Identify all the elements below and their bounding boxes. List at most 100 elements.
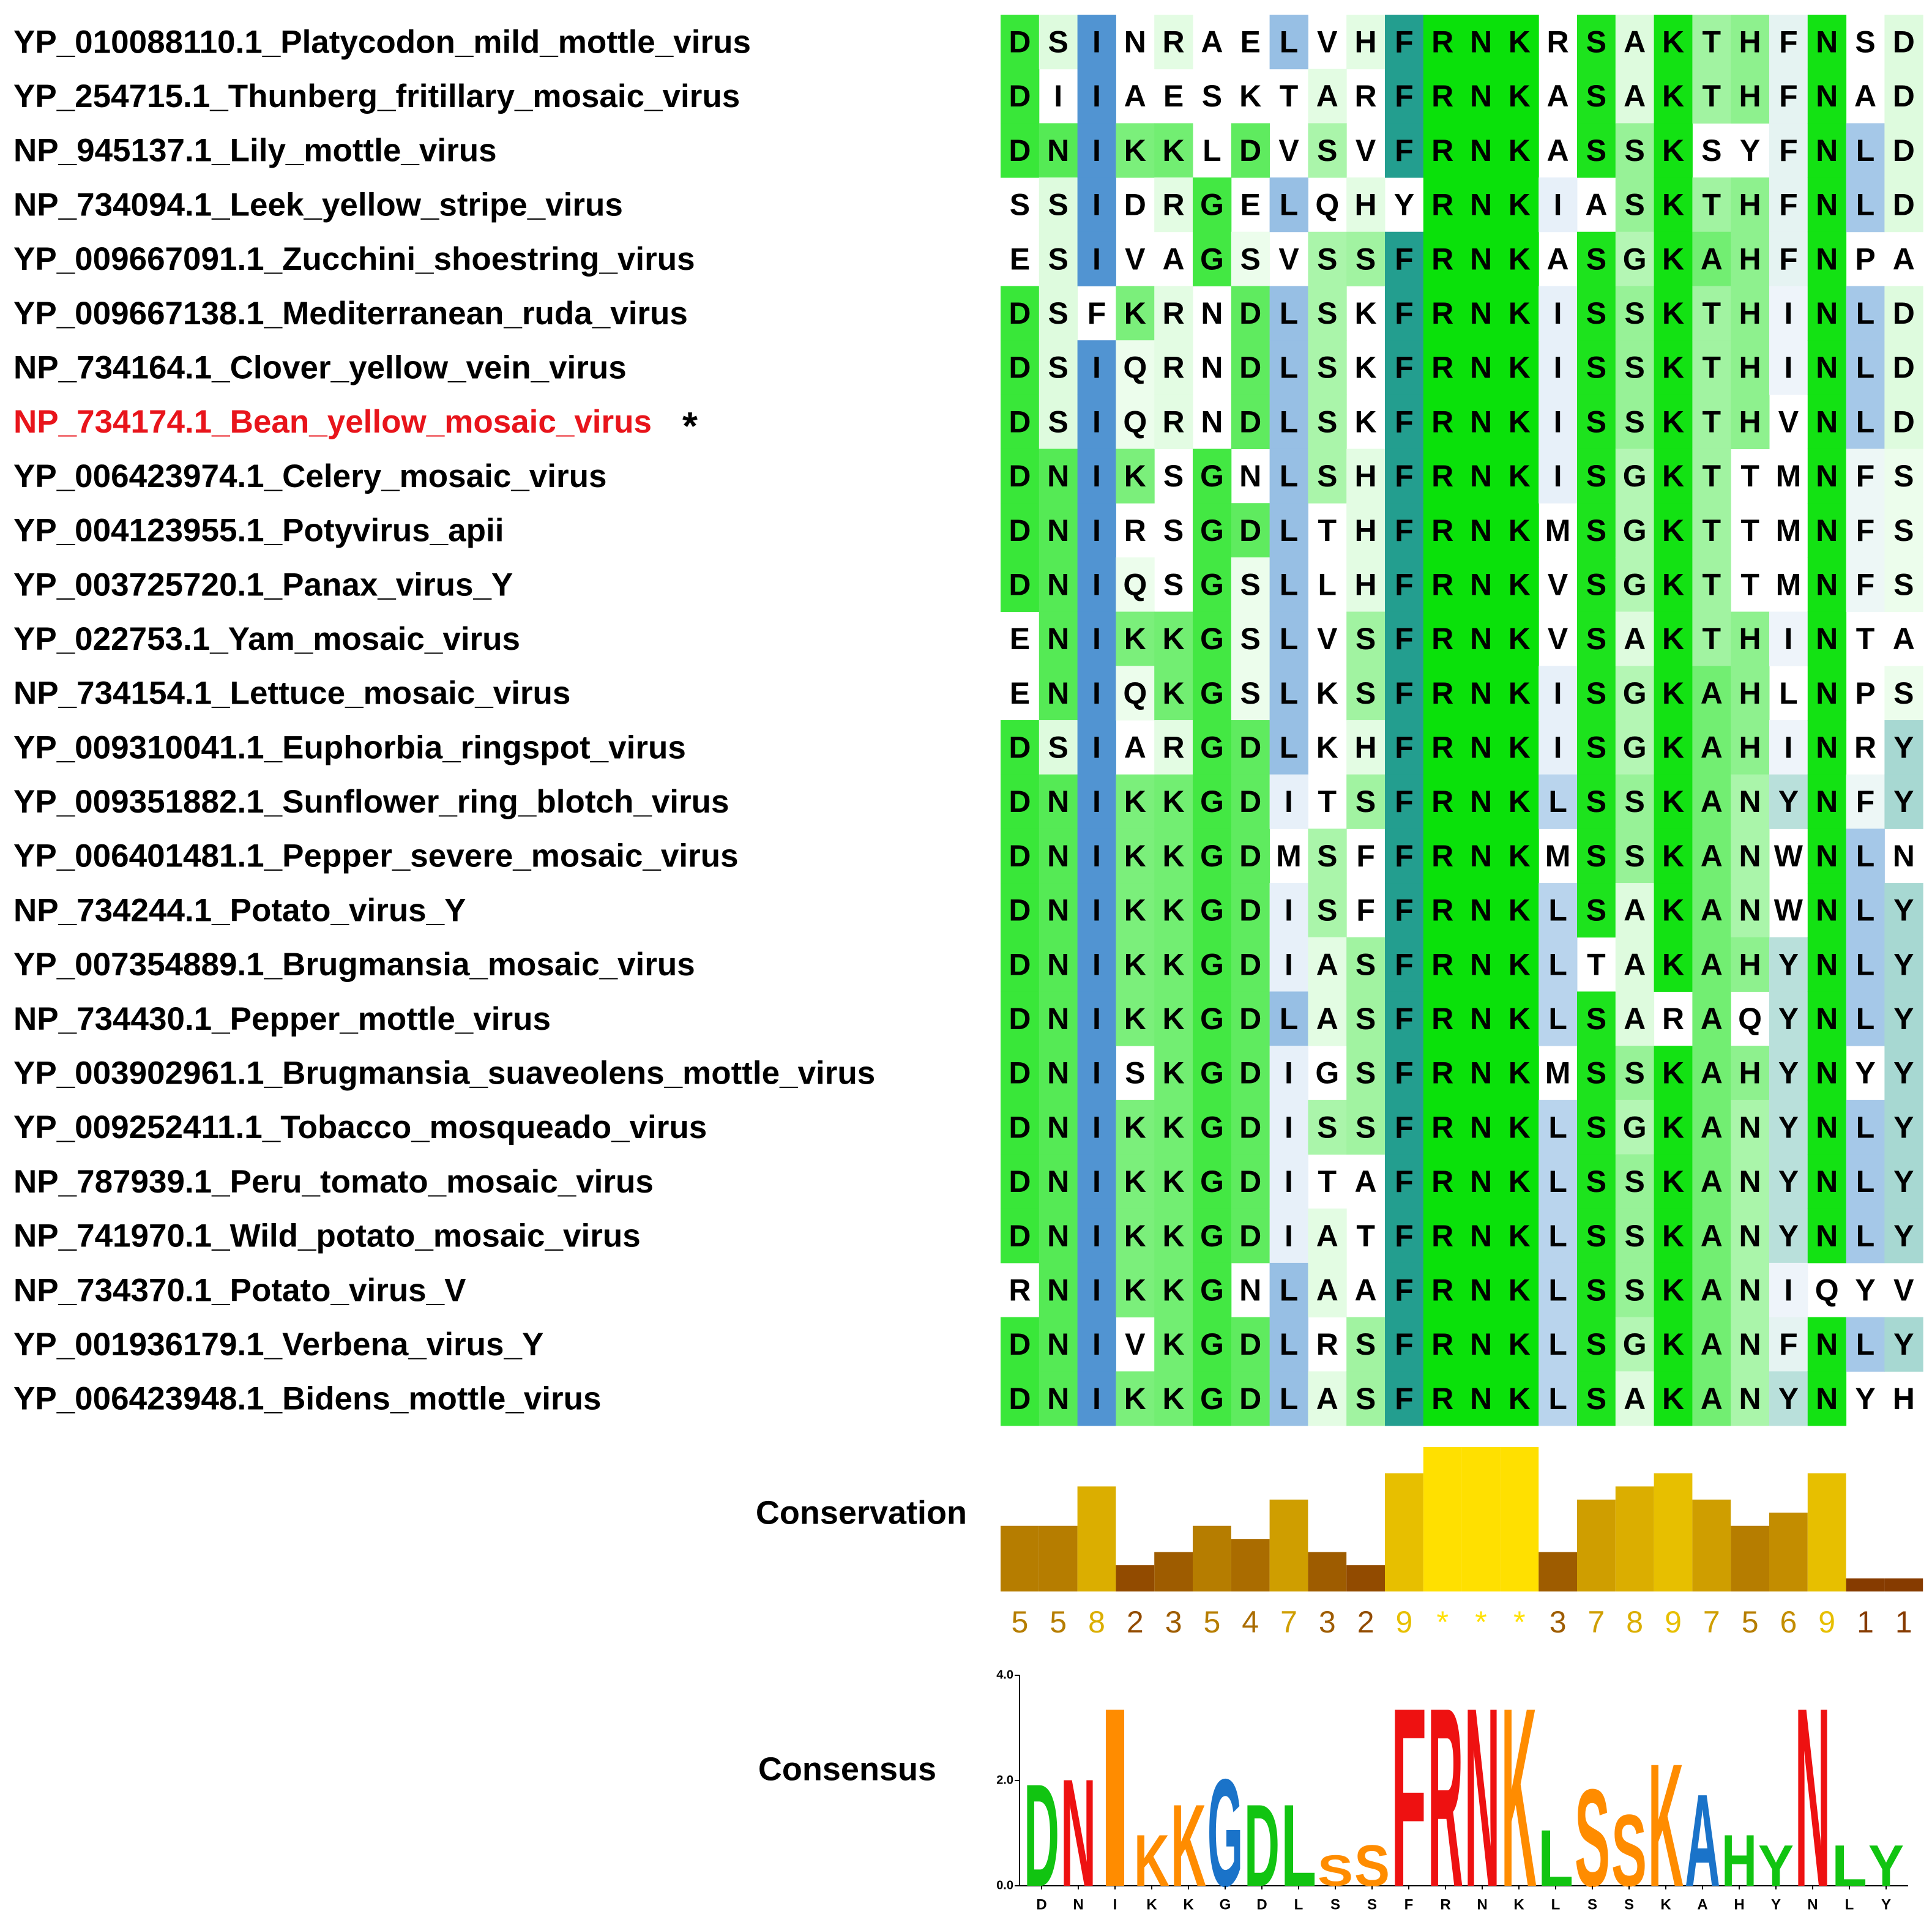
residue-cell — [1615, 557, 1655, 612]
residue: S — [1586, 1327, 1606, 1361]
residue-cell — [1116, 557, 1155, 612]
residue: K — [1509, 351, 1531, 385]
residue: L — [1280, 25, 1299, 59]
residue: K — [1124, 133, 1146, 168]
residue: D — [1893, 296, 1915, 330]
residue: N — [1816, 893, 1838, 928]
residue: H — [1739, 947, 1761, 981]
residue-cell — [1884, 15, 1923, 70]
residue-cell — [1423, 883, 1463, 938]
logo-stack: S — [1611, 1793, 1647, 1908]
residue: K — [1163, 1164, 1185, 1199]
residue: K — [1509, 459, 1531, 493]
residue-cell — [1001, 394, 1040, 450]
residue: I — [1092, 622, 1101, 656]
logo-letter: D — [1244, 1781, 1280, 1911]
conservation-score: 8 — [1626, 1605, 1643, 1639]
residue-cell — [1269, 720, 1308, 775]
residue: N — [1470, 1056, 1492, 1090]
residue-cell — [1884, 394, 1923, 450]
residue-cell — [1423, 611, 1463, 666]
residue: N — [1816, 79, 1838, 113]
residue: K — [1124, 839, 1146, 873]
residue-cell — [1500, 774, 1539, 829]
residue: V — [1125, 242, 1146, 276]
residue: K — [1662, 947, 1684, 981]
residue: K — [1124, 459, 1146, 493]
residue: N — [1470, 1164, 1492, 1199]
residue: F — [1395, 1382, 1414, 1416]
residue: S — [1240, 567, 1261, 601]
residue: N — [1470, 839, 1492, 873]
residue-cell — [1884, 1046, 1923, 1101]
residue-cell — [1269, 1262, 1308, 1318]
residue-cell — [1654, 1371, 1693, 1426]
residue: A — [1124, 79, 1146, 113]
residue-cell — [1346, 1371, 1386, 1426]
residue: H — [1355, 25, 1377, 59]
residue: R — [1355, 79, 1377, 113]
residue: G — [1200, 513, 1224, 548]
residue-cell — [1269, 991, 1308, 1046]
residue-cell — [1884, 1100, 1923, 1155]
conservation-label: Conservation — [756, 1494, 967, 1531]
residue: T — [1318, 784, 1337, 819]
residue-cell — [1807, 69, 1847, 124]
residue-cell — [1500, 1046, 1539, 1101]
residue: S — [1317, 133, 1337, 168]
residue: N — [1816, 513, 1838, 548]
residue: S — [1163, 513, 1184, 548]
sequence-name: NP_734094.1_Leek_yellow_stripe_virus — [13, 187, 623, 223]
residue: F — [1395, 622, 1414, 656]
residue: A — [1355, 1273, 1377, 1307]
logo-x-label: Y — [1881, 1896, 1891, 1913]
residue-cell — [1385, 720, 1424, 775]
residue-cell — [1654, 557, 1693, 612]
residue: N — [1239, 1273, 1261, 1307]
conservation-bar — [1385, 1473, 1423, 1591]
residue-cell — [1692, 1262, 1731, 1318]
residue-cell — [1077, 1371, 1116, 1426]
residue-cell — [1615, 828, 1655, 884]
residue: A — [1701, 1382, 1723, 1416]
residue-cell — [1654, 340, 1693, 395]
residue-cell — [1461, 177, 1501, 233]
residue-cell — [1884, 177, 1923, 233]
residue-cell — [1423, 1154, 1463, 1209]
residue-cell — [1154, 1046, 1193, 1101]
residue: D — [1239, 893, 1261, 928]
residue: K — [1662, 622, 1684, 656]
sequence-name: YP_022753.1_Yam_mosaic_virus — [13, 621, 520, 657]
residue-cell — [1308, 394, 1347, 450]
residue: D — [1893, 133, 1915, 168]
residue-cell — [1500, 883, 1539, 938]
residue-cell — [1077, 231, 1116, 286]
residue: S — [1317, 1110, 1337, 1144]
residue-cell — [1039, 1208, 1078, 1264]
logo-stack: S — [1575, 1761, 1610, 1916]
residue: Y — [1893, 1164, 1914, 1199]
residue-cell — [1308, 883, 1347, 938]
conservation-score: 9 — [1818, 1605, 1835, 1639]
residue-cell — [1615, 1371, 1655, 1426]
residue: D — [1009, 1110, 1031, 1144]
residue: D — [1239, 404, 1261, 439]
residue: L — [1548, 1382, 1567, 1416]
residue: K — [1509, 296, 1531, 330]
residue-cell — [1308, 231, 1347, 286]
logo-x-label: N — [1073, 1896, 1083, 1913]
residue-cell — [1615, 666, 1655, 721]
residue-cell — [1001, 286, 1040, 341]
residue: S — [1163, 459, 1184, 493]
residue: S — [1586, 25, 1606, 59]
residue: F — [1395, 79, 1414, 113]
residue: S — [1586, 1382, 1606, 1416]
residue: S — [1586, 1219, 1606, 1253]
residue-cell — [1231, 611, 1270, 666]
residue: S — [1893, 513, 1914, 548]
residue-cell — [1769, 177, 1808, 233]
residue: N — [1470, 25, 1492, 59]
residue: F — [1356, 893, 1375, 928]
residue: L — [1280, 513, 1299, 548]
logo-stack: G — [1207, 1747, 1243, 1919]
